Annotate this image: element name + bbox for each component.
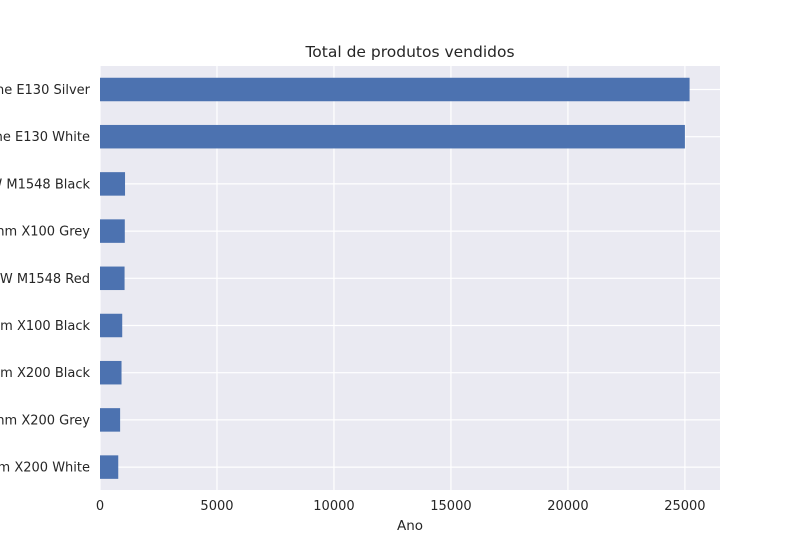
x-tick-label: 25000 [664,499,705,514]
x-tick-label: 0 [96,499,104,514]
bar [100,455,119,479]
bar [100,172,126,196]
x-tick-label: 20000 [547,499,588,514]
bar [100,77,690,102]
x-tick-labels: 0 5000 10000 15000 20000 25000 [96,499,706,514]
bars [100,77,690,479]
y-tick-label: nm X200 White [0,461,90,476]
x-tick-label: 5000 [200,499,233,514]
bar [100,266,125,291]
y-tick-labels: ne E130 Silver ne E130 White W M1548 Black… [0,83,91,476]
x-axis-label: Ano [397,518,423,534]
y-tick-label: W M1548 Black [0,177,90,192]
y-tick-label: ne E130 White [0,130,90,145]
y-tick-label: nm X100 Black [0,319,90,334]
y-tick-label: mm X200 Grey [0,413,90,428]
chart-title: Total de produtos vendidos [304,43,514,61]
bar [100,219,125,243]
y-tick-label: mm X100 Grey [0,225,90,240]
x-tick-label: 15000 [430,499,471,514]
bar [100,313,123,338]
y-tick-label: ne E130 Silver [0,83,91,98]
y-tick-label: W M1548 Red [0,272,90,287]
x-tick-label: 10000 [313,499,354,514]
y-tick-label: nm X200 Black [0,366,90,381]
bar [100,360,122,385]
bar [100,124,685,149]
bar [100,408,121,432]
